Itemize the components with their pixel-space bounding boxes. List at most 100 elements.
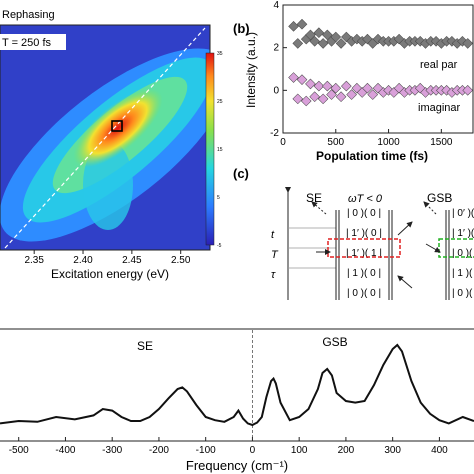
- heatmap-x-tick-label: 2.45: [122, 255, 142, 266]
- heatmap-xlabel: Excitation energy (eV): [51, 267, 169, 281]
- spectrum-x-tick-label: 300: [384, 445, 401, 456]
- colorbar-tick-label: 15: [217, 147, 223, 153]
- diagonal-line: [4, 27, 206, 249]
- colorbar-ticks: 35 25 15 5 -5: [217, 51, 223, 249]
- scatter-xlabel: Population time (fs): [316, 149, 428, 163]
- time-label-t: t: [271, 229, 275, 241]
- scatter-y-tick-label: 4: [273, 0, 279, 11]
- imaginary-part-point: [341, 80, 352, 92]
- spectrum-x-tick-label: 400: [431, 445, 448, 456]
- gsb-row: | 0 )( 0 |: [452, 288, 474, 299]
- spectrum-frame: [0, 328, 474, 442]
- time-label-T: T: [271, 249, 279, 261]
- scatter-y-tick-label: -2: [270, 128, 279, 139]
- spectrum-panel: SE GSB -500 -400 -300 -200 -100 0 100 200 300 400…: [0, 328, 474, 473]
- time-label-tau: τ: [271, 269, 276, 281]
- diagram-panel: (c) t T τ SE ωT < 0 | 0 )( 0 | | 1′ )( 0 …: [233, 166, 474, 300]
- heatmap-x-tick-label: 2.35: [24, 255, 44, 266]
- imag-label-halo: imaginar: [418, 102, 461, 114]
- imaginary-part-point: [313, 80, 325, 92]
- spectrum-ticks: -500 -400 -300 -200 -100 0 100 200 300 400: [9, 437, 448, 456]
- se-rows: | 0 )( 0 | | 1′ )( 0 | | 1′ )( 1 | | 1 )( 0…: [346, 208, 382, 299]
- real-part-point: [462, 38, 474, 49]
- gsb-row: | 0′ )( 0 |: [452, 208, 474, 219]
- real-part-point: [305, 29, 316, 41]
- imag-label: imaginar: [418, 102, 461, 114]
- scatter-frame: [282, 4, 474, 134]
- se-condition: ωT < 0: [348, 193, 383, 205]
- real-label: real par: [420, 59, 458, 71]
- spectrum-xlabel: Frequency (cm⁻¹): [186, 458, 288, 473]
- scatter-x-tick-label: 0: [280, 137, 286, 148]
- se-row: | 0 )( 0 |: [347, 288, 381, 299]
- se-row: | 1′ )( 0 |: [346, 228, 382, 239]
- spectrum-x-tick-label: -200: [149, 445, 169, 456]
- spectrum-x-tick-label: -500: [9, 445, 29, 456]
- peak-marker: [111, 120, 123, 132]
- real-part-point: [335, 38, 347, 49]
- se-arrow-1: [311, 201, 327, 215]
- spectrum-x-tick-label: 200: [338, 445, 355, 456]
- imaginary-part-point: [326, 89, 337, 100]
- scatter-y-tick-label: 0: [273, 85, 279, 96]
- imaginary-part-point: [346, 89, 357, 100]
- spectrum-x-tick-label: -100: [196, 445, 216, 456]
- se-arrow-3: [397, 221, 413, 236]
- gsb-arrow-1: [423, 201, 437, 215]
- panel-c-label: (c): [233, 166, 249, 181]
- spectrum-x-tick-label: -300: [102, 445, 122, 456]
- imaginary-part-point: [462, 85, 474, 96]
- gsb-title: GSB: [427, 191, 452, 205]
- real-part-point: [322, 29, 333, 41]
- imaginary-part-point: [335, 91, 347, 103]
- real-part-point: [292, 38, 304, 49]
- colorbar-tick-label: -5: [217, 243, 222, 249]
- spectrum-x-tick-label: 0: [250, 445, 256, 456]
- heatmap-title: Rephasing: [2, 9, 55, 21]
- real-part-point: [313, 27, 325, 39]
- real-part-point: [288, 21, 299, 32]
- colorbar: [205, 52, 215, 246]
- imaginary-part-point: [292, 93, 304, 105]
- spectrum-x-tick-label: -400: [55, 445, 75, 456]
- scatter-x-tick-label: 500: [327, 137, 344, 148]
- real-part-point: [309, 35, 320, 47]
- heatmap-annotation: T = 250 fs: [2, 37, 52, 49]
- gsb-highlight-box: [438, 238, 474, 258]
- se-title: SE: [306, 191, 322, 205]
- imaginary-part-point: [300, 95, 312, 107]
- heatmap-panel: Rephasing T = 250 fs 2.35 2.40 2.45 2.50 Ex…: [0, 9, 223, 281]
- se-row: | 1 )( 0 |: [347, 268, 381, 279]
- gsb-rows: | 0′ )( 0 | | 1′ )( 0 | | 0 )( 0 | | 1 )( 0…: [452, 208, 474, 299]
- gsb-arrow-2: [425, 243, 441, 253]
- heatmap-x-tick-label: 2.50: [171, 255, 191, 266]
- imaginary-part-point: [367, 89, 379, 100]
- spectrum-line: [0, 343, 474, 427]
- colorbar-tick-label: 25: [217, 99, 223, 105]
- annotation-box: [0, 34, 66, 50]
- colorbar-tick-label: 35: [217, 51, 223, 57]
- gsb-annotation: GSB: [322, 335, 347, 349]
- se-arrow-4: [397, 275, 413, 289]
- se-highlight-box: [327, 238, 401, 258]
- scatter-ylabel: Intensity (a.u.): [244, 32, 258, 108]
- se-annotation: SE: [137, 339, 153, 353]
- gsb-row: | 1 )( 0 |: [452, 268, 474, 279]
- heatmap-x-tick-label: 2.40: [73, 255, 93, 266]
- real-part-point: [317, 38, 329, 49]
- imaginary-part-point: [309, 91, 320, 103]
- imaginary-part-point: [362, 82, 373, 94]
- scatter-x-tick-label: 1000: [377, 137, 400, 148]
- scatter-y-tick-label: 2: [273, 43, 279, 54]
- real-part-point: [296, 18, 308, 30]
- se-row: | 1′ )( 1 |: [346, 248, 382, 259]
- imaginary-part-point: [330, 82, 342, 94]
- imaginary-part-point: [322, 80, 333, 92]
- imaginary-part-point: [317, 93, 329, 105]
- heatmap-x-ticks: 2.35 2.40 2.45 2.50: [24, 250, 191, 266]
- scatter-x-tick-label: 1500: [430, 137, 453, 148]
- spectrum-x-tick-label: 100: [291, 445, 308, 456]
- real-label-halo: real par: [420, 59, 458, 71]
- se-row: | 0 )( 0 |: [347, 208, 381, 219]
